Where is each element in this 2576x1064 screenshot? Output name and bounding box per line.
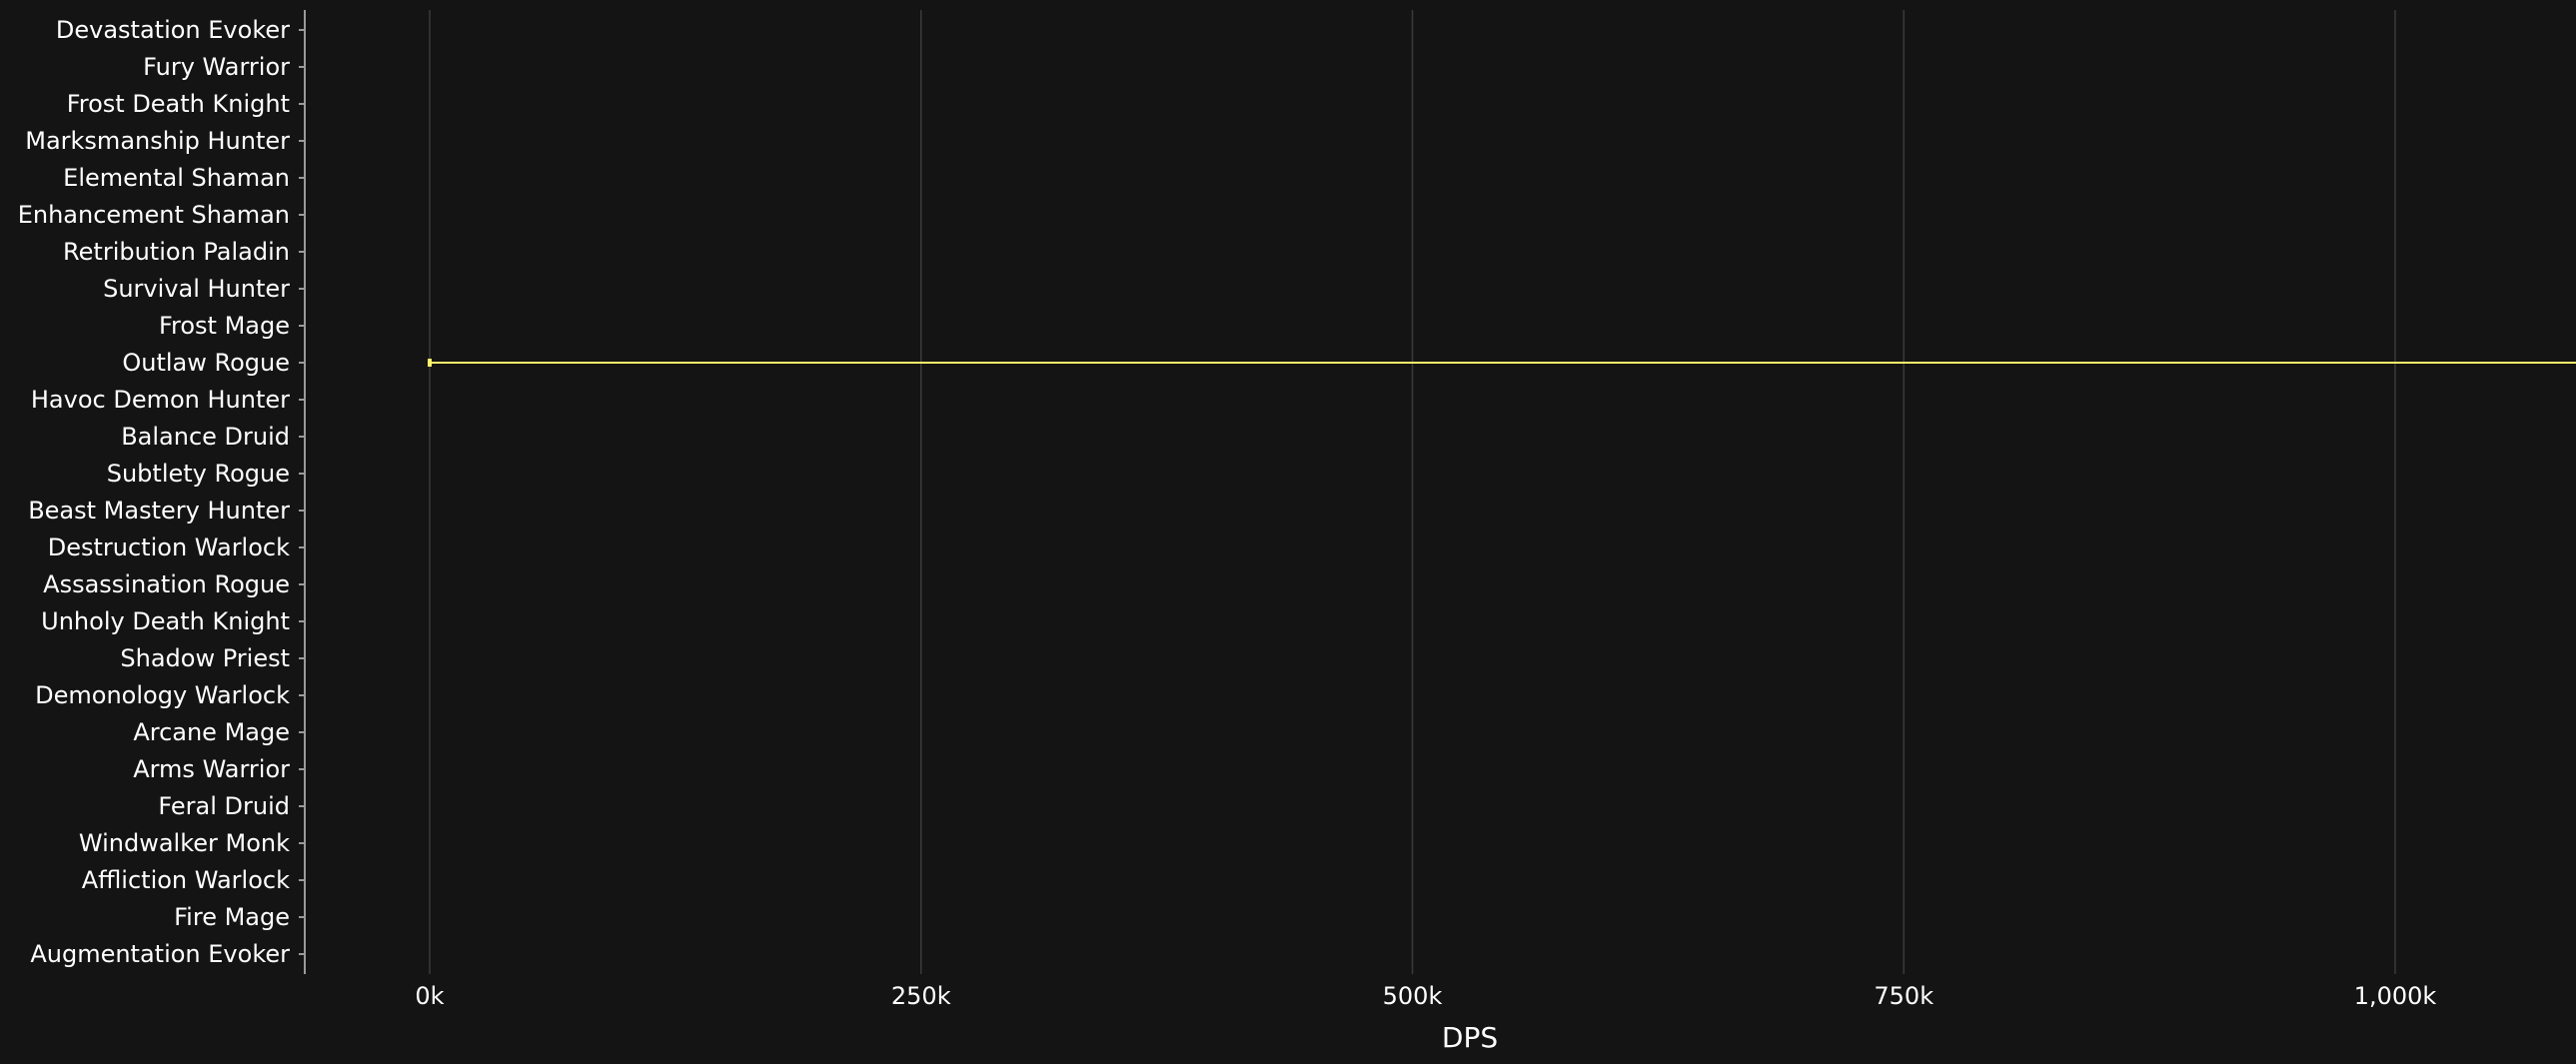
category-label: Marksmanship Hunter xyxy=(25,127,290,155)
category-label: Devastation Evoker xyxy=(56,16,290,44)
category-label: Retribution Paladin xyxy=(63,238,290,266)
x-tick-label: 500k xyxy=(1383,982,1443,1010)
box-outlaw-rogue[interactable] xyxy=(428,352,2576,374)
x-tick-label: 0k xyxy=(415,982,444,1010)
category-label: Arms Warrior xyxy=(133,755,290,783)
category-label: Balance Druid xyxy=(121,423,290,451)
category-label: Fury Warrior xyxy=(143,53,290,81)
category-label: Unholy Death Knight xyxy=(41,607,290,635)
category-label: Fire Mage xyxy=(174,903,290,931)
category-label: Windwalker Monk xyxy=(79,829,290,857)
category-label: Elemental Shaman xyxy=(63,164,290,192)
category-label: Outlaw Rogue xyxy=(122,349,290,377)
category-label: Arcane Mage xyxy=(133,718,290,746)
category-label: Subtlety Rogue xyxy=(107,460,290,488)
x-tick-labels: −250k0k250k500k750k1,000k1,250k1,500k1,7… xyxy=(415,982,2437,1010)
category-label: Beast Mastery Hunter xyxy=(28,497,290,525)
category-labels: Devastation Evoker Fury Warrior Frost Deat… xyxy=(18,16,305,968)
category-label: Assassination Rogue xyxy=(43,570,290,598)
x-gridlines xyxy=(429,10,2396,974)
category-label: Augmentation Evoker xyxy=(30,940,290,968)
x-tick-label: 1,000k xyxy=(2354,982,2437,1010)
category-label: Feral Druid xyxy=(158,792,290,820)
category-label: Frost Death Knight xyxy=(67,90,290,118)
category-label: Frost Mage xyxy=(159,312,290,340)
x-tick-label: 750k xyxy=(1874,982,1933,1010)
x-axis-title: DPS xyxy=(1442,1021,1498,1054)
category-label: Shadow Priest xyxy=(120,644,290,672)
category-label: Destruction Warlock xyxy=(48,533,290,561)
category-label: Demonology Warlock xyxy=(35,681,290,709)
category-label: Enhancement Shaman xyxy=(18,201,290,229)
category-label: Survival Hunter xyxy=(103,275,290,303)
category-label: Affliction Warlock xyxy=(82,866,290,894)
x-tick-label: 250k xyxy=(891,982,951,1010)
category-label: Havoc Demon Hunter xyxy=(31,386,290,414)
series-group xyxy=(428,352,2576,374)
